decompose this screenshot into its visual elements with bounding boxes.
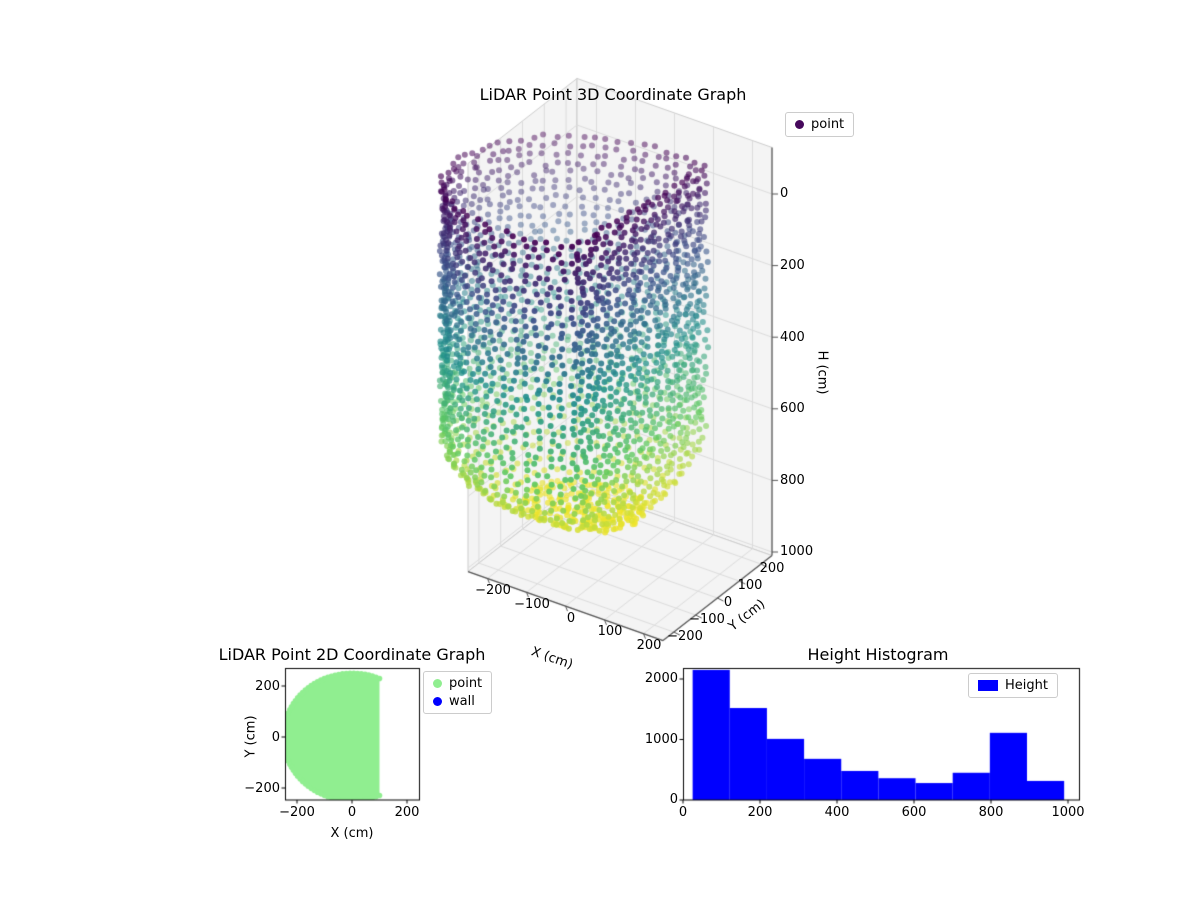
plot3d-ytick-label: −200: [667, 629, 703, 644]
legend-entry-height: Height: [978, 678, 1048, 693]
hist-xtick-label: 400: [824, 805, 850, 820]
plot3d-xtick-label: 100: [597, 624, 623, 639]
legend-entry-wall: wall: [433, 694, 482, 709]
plot3d-legend: point: [785, 112, 855, 137]
plot2d-legend: point wall: [423, 671, 493, 714]
plot3d-ytick-label: −100: [689, 612, 725, 627]
plot2d-xtick-label: 0: [347, 805, 357, 820]
plot2d-xtick-label: 200: [394, 805, 420, 820]
plot3d-xtick-label: −100: [514, 597, 550, 612]
plot3d-ztick-label: 800: [780, 473, 805, 488]
hist-xtick-label: 800: [978, 805, 1004, 820]
plot3d-ztick-label: 600: [780, 401, 805, 416]
plot2d-yaxis-label: Y (cm): [243, 715, 259, 758]
plot3d-ztick-label: 1000: [780, 544, 814, 559]
hist-ytick-label: 2000: [644, 671, 678, 686]
plot2d-ytick-label: 200: [255, 679, 280, 694]
hist-xtick-label: 600: [901, 805, 927, 820]
legend-label: wall: [449, 694, 475, 709]
plot3d-ytick-label: 200: [759, 561, 785, 576]
legend-label: Height: [1005, 678, 1048, 693]
legend-entry-point: point: [795, 117, 844, 132]
plot3d-zaxis-label: H (cm): [814, 350, 830, 395]
wall-marker-icon: [433, 697, 442, 706]
plot2d-title: LiDAR Point 2D Coordinate Graph: [218, 645, 486, 664]
hist-xtick-label: 1000: [1051, 805, 1085, 820]
legend-label: point: [449, 676, 483, 691]
plot3d-xtick-label: 0: [566, 611, 576, 626]
plot3d-ytick-label: 100: [737, 578, 763, 593]
legend-label: point: [811, 117, 845, 132]
hist-ytick-label: 1000: [644, 732, 678, 747]
plot3d-xtick-label: 200: [636, 638, 662, 653]
plot3d-ztick-label: 0: [780, 186, 789, 201]
point-marker-icon: [795, 120, 804, 129]
plot2d-xtick-label: −200: [279, 805, 315, 820]
plot3d-ztick-label: 400: [780, 330, 805, 345]
plot3d-xtick-label: −200: [475, 583, 511, 598]
legend-entry-point: point: [433, 676, 482, 691]
plot3d-ytick-label: 0: [723, 595, 733, 610]
height-patch-icon: [978, 680, 998, 691]
hist-xtick-label: 0: [678, 805, 688, 820]
plot3d-ztick-label: 200: [780, 258, 805, 273]
plot2d-ytick-label: 0: [271, 730, 280, 745]
plot2d-xaxis-label: X (cm): [330, 826, 374, 841]
hist-ytick-label: 0: [669, 792, 678, 807]
hist-xtick-label: 200: [747, 805, 773, 820]
hist-title: Height Histogram: [807, 645, 949, 664]
hist-legend: Height: [968, 673, 1058, 698]
point-marker-icon: [433, 679, 442, 688]
plot3d-title: LiDAR Point 3D Coordinate Graph: [479, 85, 747, 104]
plot2d-ytick-label: −200: [244, 781, 280, 796]
